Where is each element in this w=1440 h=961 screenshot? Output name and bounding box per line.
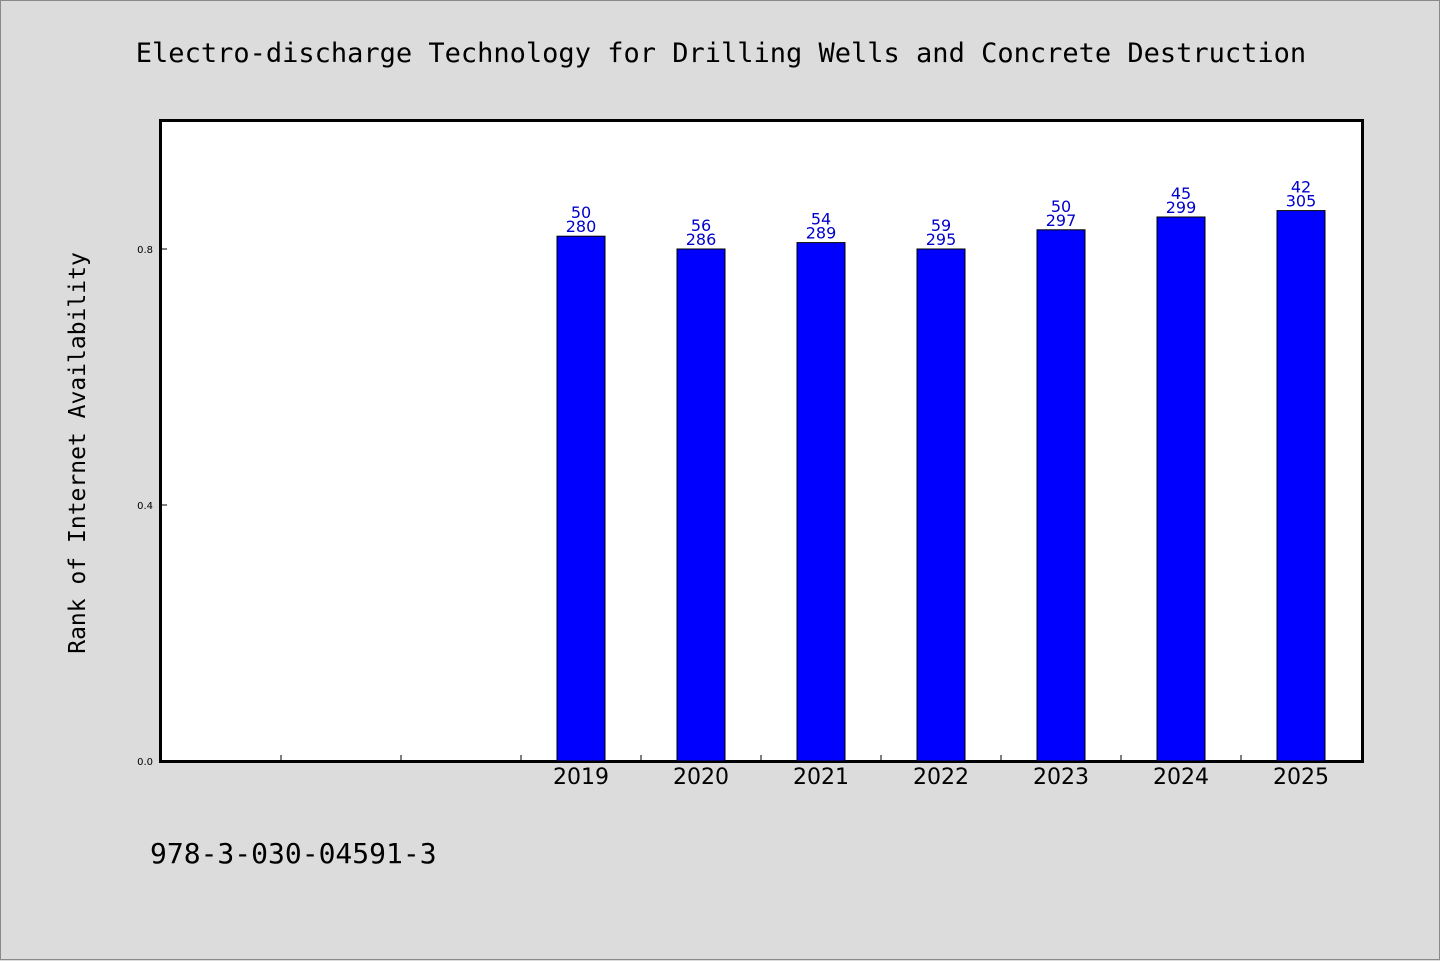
bar-label-bottom: 295 [926, 230, 957, 249]
x-tick-label: 2022 [913, 765, 969, 790]
x-tick-label: 2025 [1273, 765, 1329, 790]
y-tick-label: 0.8 [137, 245, 153, 256]
bars-layer [556, 210, 1326, 762]
chart-title: Electro-discharge Technology for Drillin… [136, 38, 1306, 69]
bar-2024 [1156, 216, 1206, 762]
bar-label-top: 45 [1171, 184, 1191, 203]
bar-label-bottom: 297 [1046, 211, 1077, 230]
footer-code: 978-3-030-04591-3 [150, 837, 437, 870]
bar-label-top: 59 [931, 216, 951, 235]
y-axis-label: Rank of Internet Availability [65, 252, 91, 654]
bar-2025 [1276, 210, 1326, 762]
bar-2022 [916, 248, 966, 762]
bar-label-bottom: 299 [1166, 198, 1197, 217]
bar-label-top: 54 [811, 210, 831, 229]
bar-label-top: 50 [571, 203, 591, 222]
x-tick-label: 2023 [1033, 765, 1089, 790]
bar-label-top: 50 [1051, 197, 1071, 216]
bar-label-bottom: 305 [1286, 192, 1317, 211]
bar-label-bottom: 286 [686, 230, 717, 249]
bar-2021 [796, 242, 846, 762]
x-tick-label: 2019 [553, 765, 609, 790]
x-tick-label: 2020 [673, 765, 729, 790]
bar-2020 [676, 248, 726, 762]
bar-label-top: 56 [691, 216, 711, 235]
y-tick-label: 0.0 [137, 757, 153, 768]
y-tick-label: 0.4 [137, 501, 153, 512]
ticks-layer: 2019 2020 2021 2022 2023 2024 2025 0.0 0.4 0.8 [137, 245, 1329, 790]
x-tick-label: 2021 [793, 765, 849, 790]
x-tick-label: 2024 [1153, 765, 1209, 790]
bar-label-bottom: 289 [806, 224, 837, 243]
bar-2019 [556, 235, 606, 762]
bar-label-top: 42 [1291, 178, 1311, 197]
bar-label-bottom: 280 [566, 217, 597, 236]
bar-2023 [1036, 229, 1086, 762]
